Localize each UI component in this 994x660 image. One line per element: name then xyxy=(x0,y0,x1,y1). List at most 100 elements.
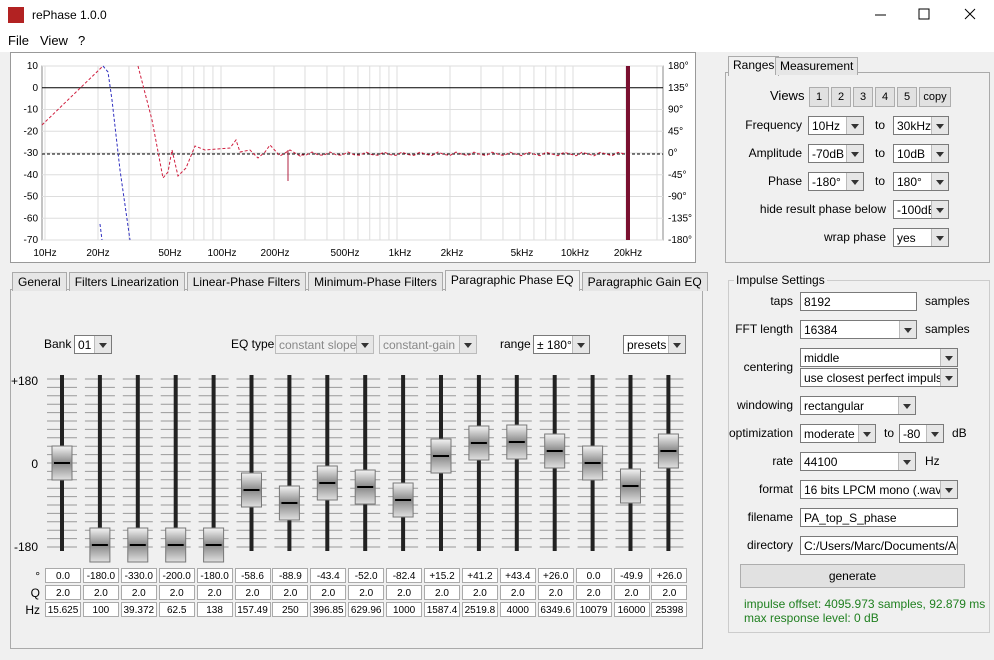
cell-hz[interactable]: 629.96 xyxy=(348,602,385,617)
cell-phase[interactable]: +15.2 xyxy=(424,568,460,583)
cell-phase[interactable]: 0.0 xyxy=(45,568,81,583)
cell-q[interactable]: 2.0 xyxy=(461,585,498,600)
cell-hz[interactable]: 15.625 xyxy=(45,602,81,617)
bank-combo[interactable]: 01 xyxy=(74,335,112,354)
tab[interactable]: Filters Linearization xyxy=(68,272,185,291)
cell-q[interactable]: 2.0 xyxy=(424,585,460,600)
cell-hz[interactable]: 10079 xyxy=(575,602,612,617)
unit: samples xyxy=(925,294,970,308)
generate-button[interactable]: generate xyxy=(740,564,965,588)
view-button[interactable]: 1 xyxy=(809,87,829,107)
tab[interactable]: General xyxy=(12,272,67,291)
cell-phase[interactable]: -49.9 xyxy=(613,568,650,583)
taps-input[interactable]: 8192 xyxy=(800,292,917,311)
close[interactable] xyxy=(964,8,976,20)
cell-q[interactable]: 2.0 xyxy=(82,585,119,600)
centering-combo[interactable]: middle xyxy=(800,348,958,367)
impulse-group xyxy=(728,280,990,633)
cell-hz[interactable]: 62.5 xyxy=(158,602,195,617)
cell-hz[interactable]: 1587.4 xyxy=(424,602,460,617)
range-to[interactable]: 10dB xyxy=(893,144,949,163)
maximize[interactable] xyxy=(918,8,930,20)
cell-q[interactable]: 2.0 xyxy=(537,585,574,600)
cell-q[interactable]: 2.0 xyxy=(348,585,385,600)
menu-bar xyxy=(0,30,994,52)
cell-hz[interactable]: 250 xyxy=(272,602,309,617)
cell-phase[interactable]: +26.0 xyxy=(537,568,574,583)
cell-hz[interactable]: 138 xyxy=(196,602,233,617)
filename-input[interactable]: PA_top_S_phase xyxy=(800,508,958,527)
cell-hz[interactable]: 100 xyxy=(82,602,119,617)
view-button[interactable]: 5 xyxy=(897,87,917,107)
cell-phase[interactable]: +41.2 xyxy=(461,568,498,583)
cell-phase[interactable]: -58.6 xyxy=(234,568,271,583)
view-button[interactable]: 3 xyxy=(853,87,873,107)
cell-phase[interactable]: -200.0 xyxy=(158,568,195,583)
tab-active[interactable]: Ranges xyxy=(728,56,780,76)
view-button[interactable]: 2 xyxy=(831,87,851,107)
range-from[interactable]: -180° xyxy=(808,172,864,191)
optimization-to[interactable]: -80 xyxy=(899,424,944,443)
cell-phase[interactable]: +26.0 xyxy=(651,568,688,583)
cell-phase[interactable]: -43.4 xyxy=(310,568,347,583)
cell-q[interactable]: 2.0 xyxy=(196,585,233,600)
fft-combo[interactable]: 16384 xyxy=(800,320,917,339)
cell-q[interactable]: 2.0 xyxy=(613,585,650,600)
range-to[interactable]: 180° xyxy=(893,172,949,191)
format-combo[interactable]: 16 bits LPCM mono (.wav) xyxy=(800,480,958,499)
cell-hz[interactable]: 25398 xyxy=(651,602,688,617)
cell-hz[interactable]: 2519.8 xyxy=(461,602,498,617)
windowing-combo[interactable]: rectangular xyxy=(800,396,916,415)
cell-q[interactable]: 2.0 xyxy=(651,585,688,600)
cell-q[interactable]: 2.0 xyxy=(499,585,536,600)
tab-active[interactable]: Paragraphic Phase EQ xyxy=(444,270,580,291)
row-label: Q xyxy=(30,586,40,600)
cell-phase[interactable]: -180.0 xyxy=(82,568,119,583)
wrap-value[interactable]: yes xyxy=(893,228,949,247)
range-combo[interactable]: ± 180° xyxy=(533,335,590,354)
tab[interactable]: Linear-Phase Filters xyxy=(186,272,307,291)
eq-mode-combo[interactable]: constant-gain xyxy=(379,335,477,354)
cell-q[interactable]: 2.0 xyxy=(234,585,271,600)
cell-q[interactable]: 2.0 xyxy=(575,585,612,600)
cell-q[interactable]: 2.0 xyxy=(45,585,81,600)
cell-phase[interactable]: -52.0 xyxy=(348,568,385,583)
cell-phase[interactable]: 0.0 xyxy=(575,568,612,583)
eq-type-combo[interactable]: constant slope xyxy=(275,335,374,354)
y-tick-label: -40 xyxy=(24,170,39,181)
cell-hz[interactable]: 157.49 xyxy=(234,602,271,617)
cell-phase[interactable]: -330.0 xyxy=(120,568,157,583)
tab[interactable]: Measurement xyxy=(775,57,859,75)
directory-input[interactable]: C:/Users/Marc/Documents/Audio xyxy=(800,536,958,555)
cell-hz[interactable]: 396.85 xyxy=(310,602,347,617)
directory-label: directory xyxy=(746,538,793,552)
cell-phase[interactable]: -82.4 xyxy=(386,568,423,583)
centering-combo-2[interactable]: use closest perfect impulse xyxy=(800,368,958,387)
presets-combo[interactable]: presets xyxy=(623,335,686,354)
cell-hz[interactable]: 1000 xyxy=(386,602,423,617)
range-from[interactable]: 10Hz xyxy=(808,116,864,135)
range-from[interactable]: -70dB xyxy=(808,144,864,163)
optimization-combo[interactable]: moderate xyxy=(800,424,876,443)
view-button[interactable]: copy xyxy=(919,87,951,107)
cell-hz[interactable]: 4000 xyxy=(499,602,536,617)
cell-hz[interactable]: 39.372 xyxy=(120,602,157,617)
view-button[interactable]: 4 xyxy=(875,87,895,107)
cell-phase[interactable]: -180.0 xyxy=(196,568,233,583)
cell-hz[interactable]: 16000 xyxy=(613,602,650,617)
cell-q[interactable]: 2.0 xyxy=(272,585,309,600)
range-to[interactable]: 30kHz xyxy=(893,116,949,135)
cell-phase[interactable]: +43.4 xyxy=(499,568,536,583)
cell-hz[interactable]: 6349.6 xyxy=(537,602,574,617)
cell-q[interactable]: 2.0 xyxy=(310,585,347,600)
slider-track xyxy=(135,375,140,551)
tab[interactable]: Paragraphic Gain EQ xyxy=(581,272,708,291)
cell-q[interactable]: 2.0 xyxy=(120,585,157,600)
cell-phase[interactable]: -88.9 xyxy=(272,568,309,583)
rate-combo[interactable]: 44100 xyxy=(800,452,916,471)
optimization-label: optimization xyxy=(728,426,793,440)
cell-q[interactable]: 2.0 xyxy=(158,585,195,600)
cell-q[interactable]: 2.0 xyxy=(386,585,423,600)
hide-value[interactable]: -100dB xyxy=(893,200,949,219)
tab[interactable]: Minimum-Phase Filters xyxy=(308,272,443,291)
